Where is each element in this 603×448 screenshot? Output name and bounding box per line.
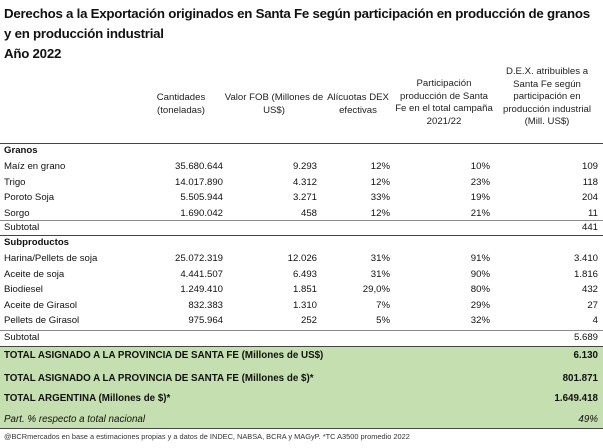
sub-subtotal-rule bbox=[0, 330, 603, 331]
cell-dex: 204 bbox=[581, 192, 598, 203]
header-cantidades: Cantidades (toneladas) bbox=[156, 92, 206, 116]
cell-fob: 12.026 bbox=[287, 253, 317, 264]
cell-cant: 1.249.410 bbox=[180, 284, 223, 295]
section-label: Subproductos bbox=[4, 237, 70, 248]
table-row: Aceite de soja 4.441.507 6.493 31% 90% 1.816 bbox=[0, 267, 603, 283]
table-row: Pellets de Girasol 975.964 252 5% 32% 4 bbox=[0, 313, 603, 329]
section-label: Granos bbox=[4, 145, 38, 156]
cell-dex: 4 bbox=[592, 315, 598, 326]
sub-subtotal-row: Subtotal 5.689 bbox=[0, 330, 603, 346]
totals-top-rule bbox=[0, 346, 603, 347]
cell-cant: 35.680.644 bbox=[174, 161, 223, 172]
cell-part: 21% bbox=[470, 207, 490, 219]
cell-ali: 12% bbox=[370, 161, 390, 172]
cell-part: 80% bbox=[470, 284, 490, 295]
cell-cant: 1.690.042 bbox=[180, 207, 223, 219]
cell-part: 19% bbox=[470, 192, 490, 203]
cell-part: 29% bbox=[470, 299, 490, 311]
cell-part: 32% bbox=[470, 315, 490, 326]
total-label: TOTAL ASIGNADO A LA PROVINCIA DE SANTA F… bbox=[4, 373, 314, 384]
section-granos: Granos bbox=[0, 143, 603, 159]
total-label: Part. % respecto a total nacional bbox=[4, 414, 146, 425]
cell-ali: 31% bbox=[370, 253, 390, 264]
cell-ali: 29,0% bbox=[362, 284, 390, 295]
totals-bottom-rule bbox=[0, 428, 603, 429]
cell-fob: 9.293 bbox=[292, 161, 317, 172]
footnote: @BCRmercados en base a estimaciones prop… bbox=[4, 432, 410, 441]
cell-cant: 5.505.944 bbox=[180, 192, 223, 203]
cell-part: 23% bbox=[470, 176, 490, 188]
table-row: Trigo 14.017.890 4.312 12% 23% 118 bbox=[0, 175, 603, 191]
cell-name: Pellets de Girasol bbox=[4, 315, 80, 326]
total-value: 6.130 bbox=[573, 350, 598, 361]
table-row: Sorgo 1.690.042 458 12% 21% 11 bbox=[0, 206, 603, 222]
cell-ali: 5% bbox=[376, 315, 390, 326]
cell-cant: 975.964 bbox=[188, 315, 223, 326]
cell-fob: 458 bbox=[300, 207, 317, 219]
header-participacion: Participación producción de Santa Fe en … bbox=[395, 78, 493, 127]
cell-fob: 4.312 bbox=[292, 176, 317, 188]
table-row: Harina/Pellets de soja 25.072.319 12.026 31… bbox=[0, 251, 603, 267]
cell-name: Poroto Soja bbox=[4, 192, 55, 203]
cell-cant: 25.072.319 bbox=[174, 253, 223, 264]
granos-end-rule bbox=[0, 235, 603, 236]
cell-ali: 7% bbox=[376, 299, 390, 311]
cell-dex: 3.410 bbox=[573, 253, 598, 264]
table-row: Aceite de Girasol 832.383 1.310 7% 29% 27 bbox=[0, 298, 603, 314]
total-label: TOTAL ASIGNADO A LA PROVINCIA DE SANTA F… bbox=[4, 350, 324, 361]
cell-name: Biodiesel bbox=[4, 284, 43, 295]
cell-cant: 14.017.890 bbox=[174, 176, 223, 188]
total-label: TOTAL ARGENTINA (Millones de $)* bbox=[4, 393, 171, 404]
subtotal-label: Subtotal bbox=[4, 222, 40, 233]
cell-dex: 109 bbox=[581, 161, 598, 172]
subtotal-label: Subtotal bbox=[4, 332, 40, 343]
cell-cant: 832.383 bbox=[188, 299, 223, 311]
total-value: 801.871 bbox=[562, 373, 598, 384]
cell-part: 10% bbox=[470, 161, 490, 172]
cell-fob: 6.493 bbox=[292, 268, 317, 280]
header-valor-fob: Valor FOB (Millones de US$) bbox=[224, 92, 324, 116]
cell-name: Trigo bbox=[4, 176, 26, 188]
title-year: Año 2022 bbox=[4, 46, 62, 61]
cell-fob: 252 bbox=[300, 315, 317, 326]
subtotal-value: 5.689 bbox=[573, 332, 598, 343]
header-rule bbox=[0, 143, 603, 144]
cell-name: Aceite de Girasol bbox=[4, 299, 78, 311]
table-row: Biodiesel 1.249.410 1.851 29,0% 80% 432 bbox=[0, 282, 603, 298]
cell-ali: 12% bbox=[370, 207, 390, 219]
cell-ali: 12% bbox=[370, 176, 390, 188]
cell-name: Aceite de soja bbox=[4, 268, 65, 280]
header-alicuotas: Alícuotas DEX efectivas bbox=[327, 92, 389, 116]
cell-name: Harina/Pellets de soja bbox=[4, 253, 98, 264]
total-value: 49% bbox=[578, 414, 598, 425]
cell-fob: 1.851 bbox=[292, 284, 317, 295]
cell-ali: 33% bbox=[370, 192, 390, 203]
total-value: 1.649.418 bbox=[554, 393, 598, 404]
cell-dex: 1.816 bbox=[573, 268, 598, 280]
granos-subtotal-row: Subtotal 441 bbox=[0, 220, 603, 236]
cell-fob: 1.310 bbox=[292, 299, 317, 311]
table-title: Derechos a la Exportación originados en … bbox=[4, 4, 600, 64]
cell-dex: 118 bbox=[582, 176, 598, 188]
title-main: Derechos a la Exportación originados en … bbox=[4, 6, 590, 41]
cell-part: 91% bbox=[470, 253, 490, 264]
granos-subtotal-rule bbox=[0, 220, 603, 221]
cell-name: Sorgo bbox=[4, 207, 30, 219]
cell-ali: 31% bbox=[370, 268, 390, 280]
cell-dex: 27 bbox=[587, 299, 598, 311]
header-dex: D.E.X. atribuibles a Santa Fe según part… bbox=[503, 66, 591, 128]
table-row: Poroto Soja 5.505.944 3.271 33% 19% 204 bbox=[0, 190, 603, 206]
table-row: Maíz en grano 35.680.644 9.293 12% 10% 109 bbox=[0, 159, 603, 175]
cell-fob: 3.271 bbox=[292, 192, 317, 203]
cell-dex: 432 bbox=[581, 284, 598, 295]
totals-band bbox=[0, 346, 603, 428]
cell-part: 90% bbox=[470, 268, 490, 280]
cell-dex: 11 bbox=[588, 207, 598, 219]
section-subproductos: Subproductos bbox=[0, 235, 603, 251]
subtotal-value: 441 bbox=[581, 222, 598, 233]
cell-cant: 4.441.507 bbox=[180, 268, 223, 280]
cell-name: Maíz en grano bbox=[4, 161, 66, 172]
